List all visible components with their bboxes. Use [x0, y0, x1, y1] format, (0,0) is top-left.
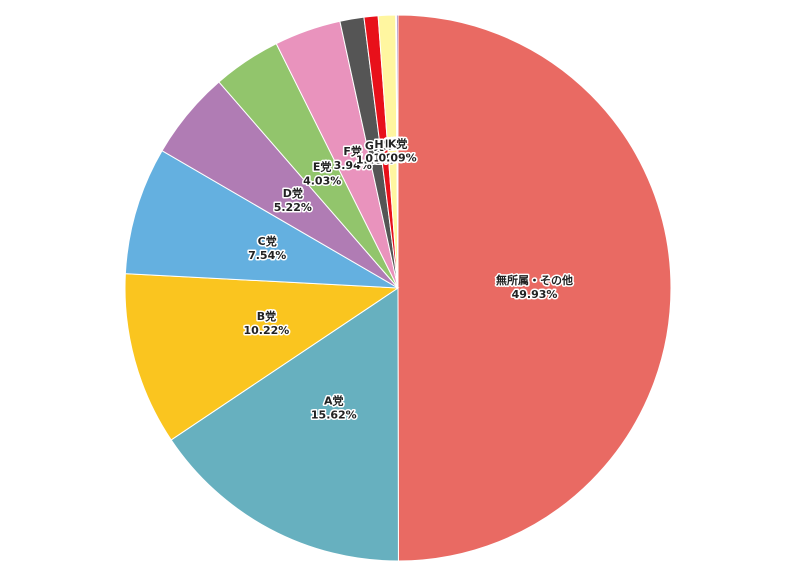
pie-slice	[397, 14, 672, 562]
slice-label: E党	[313, 159, 332, 173]
slice-label: C党	[258, 234, 277, 248]
slice-value-label: 3.94%	[334, 159, 372, 172]
pie-slice	[395, 14, 399, 289]
slice-value-label: 49.93%	[512, 288, 558, 301]
slice-value-label: 1.03%	[373, 152, 411, 165]
slice-label: F党	[343, 144, 362, 158]
slice-label: K党	[388, 137, 408, 151]
pie-slice	[124, 150, 399, 289]
slice-value-label: 7.54%	[248, 249, 286, 262]
slice-value-label: 0.83%	[365, 152, 403, 165]
slice-value-label: 0.09%	[379, 152, 417, 165]
slice-value-label: 4.03%	[303, 174, 341, 187]
slice-value-label: 1.42%	[356, 153, 394, 166]
slice-label: 無所属・その他	[496, 273, 573, 287]
slice-label: J党	[389, 137, 405, 151]
pie-slice	[124, 273, 400, 441]
slice-value-label: 0.04%	[378, 152, 416, 165]
slice-label: D党	[283, 186, 303, 200]
slice-label: A党	[324, 393, 344, 407]
slice-value-label: 5.22%	[274, 201, 312, 214]
slice-label: I党	[385, 137, 400, 151]
slice-label: G党	[365, 138, 385, 152]
pie-slice	[170, 287, 399, 562]
slice-value-label: 15.62%	[311, 408, 357, 421]
slice-label: H党	[374, 137, 394, 151]
slice-value-label: 10.22%	[243, 324, 289, 337]
slice-label: B党	[257, 309, 276, 323]
